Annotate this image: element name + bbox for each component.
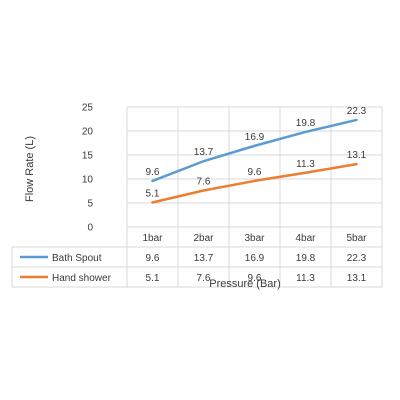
series-layer bbox=[151, 118, 358, 204]
y-tick-label: 25 bbox=[82, 103, 94, 114]
y-axis-title: Flow Rate (L) bbox=[24, 136, 36, 202]
data-label: 9.6 bbox=[248, 167, 262, 178]
x-category-label: 4bar bbox=[295, 233, 316, 244]
x-category-label: 2bar bbox=[193, 233, 214, 244]
x-category-label: 3bar bbox=[244, 233, 265, 244]
data-label: 9.6 bbox=[146, 167, 160, 178]
table-cell: 16.9 bbox=[245, 253, 265, 264]
label-layer: 0 5 10 15 20 25 9.6 13.7 16.9 19.8 22.3 5.1 7.6 9.6 11… bbox=[82, 103, 367, 234]
table-cell: 13.1 bbox=[347, 273, 367, 284]
x-category-label: 1bar bbox=[142, 233, 163, 244]
table-cell: 22.3 bbox=[347, 253, 367, 264]
table-cell: 13.7 bbox=[194, 253, 214, 264]
y-tick-label: 15 bbox=[82, 151, 94, 162]
data-label: 19.8 bbox=[296, 118, 316, 129]
y-tick-label: 20 bbox=[82, 127, 94, 138]
data-label: 7.6 bbox=[197, 177, 211, 188]
legend-entry: Hand shower bbox=[52, 273, 112, 284]
x-axis-title: Pressure (Bar) bbox=[209, 278, 281, 290]
table-cell: 19.8 bbox=[296, 253, 316, 264]
x-category-label: 5bar bbox=[346, 233, 367, 244]
data-label: 5.1 bbox=[146, 189, 160, 200]
series-line-0 bbox=[151, 118, 358, 183]
table-cell: 5.1 bbox=[146, 273, 160, 284]
data-label: 22.3 bbox=[347, 106, 367, 117]
data-label: 16.9 bbox=[245, 132, 265, 143]
table-cell: 9.6 bbox=[248, 273, 262, 284]
data-table: 1bar 2bar 3bar 4bar 5bar Bath Spout 9.6 13.7 16.… bbox=[11, 233, 382, 288]
y-tick-label: 5 bbox=[87, 199, 93, 210]
grid-layer bbox=[126, 106, 383, 287]
table-cell: 9.6 bbox=[146, 253, 160, 264]
legend-entry: Bath Spout bbox=[52, 253, 102, 264]
table-cell: 11.3 bbox=[296, 273, 315, 284]
table-cell: 7.6 bbox=[197, 273, 211, 284]
data-label: 11.3 bbox=[296, 159, 315, 170]
data-label: 13.1 bbox=[347, 150, 367, 161]
data-label: 13.7 bbox=[194, 147, 214, 158]
y-tick-label: 0 bbox=[87, 223, 93, 234]
series-line-1 bbox=[151, 162, 358, 204]
y-tick-label: 10 bbox=[82, 175, 94, 186]
